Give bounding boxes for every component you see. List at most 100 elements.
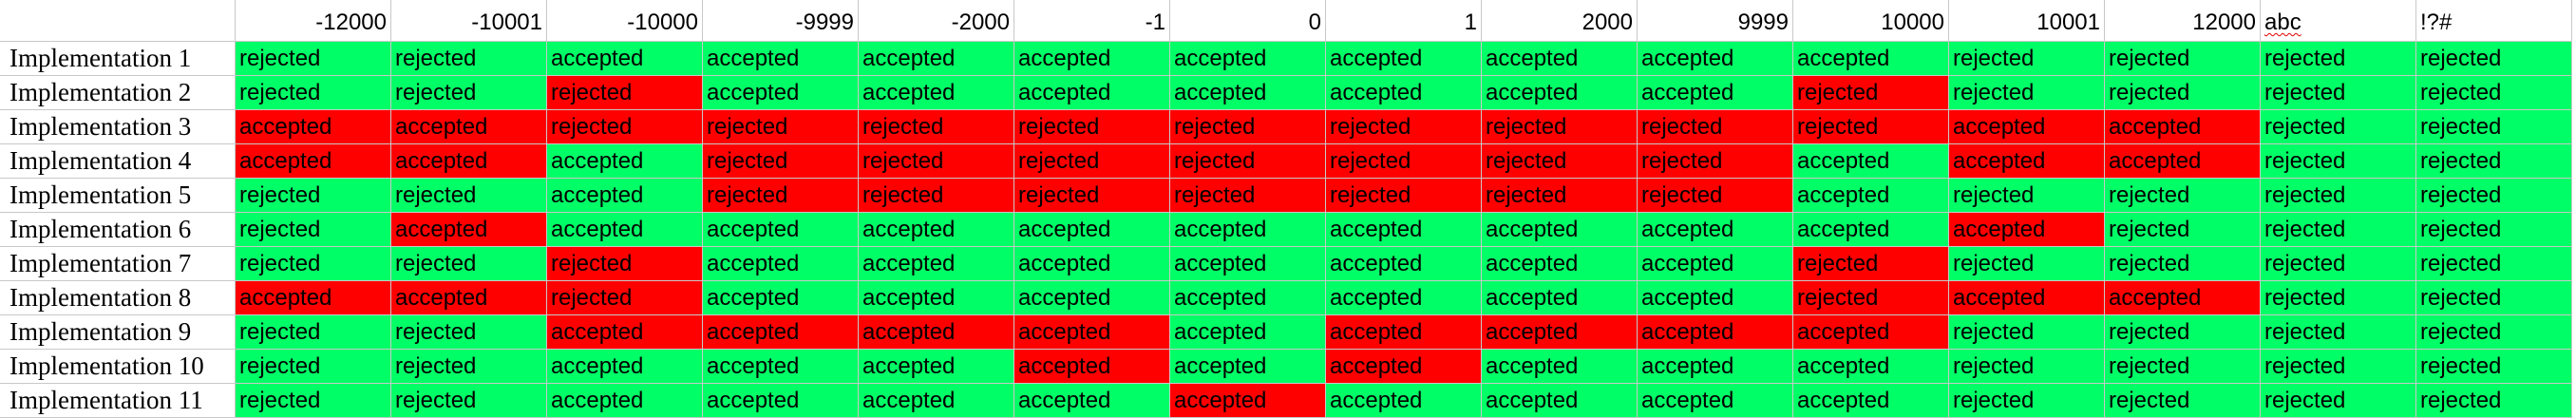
result-cell[interactable]: rejected	[2416, 315, 2572, 350]
row-label-cell[interactable]: Implementation 4	[0, 144, 236, 179]
result-cell[interactable]: accepted	[859, 315, 1014, 350]
result-cell[interactable]: rejected	[2261, 384, 2416, 418]
row-label-cell[interactable]: Implementation 2	[0, 76, 236, 110]
row-label-cell[interactable]: Implementation 3	[0, 110, 236, 144]
result-cell[interactable]: rejected	[2261, 76, 2416, 110]
result-cell[interactable]: rejected	[391, 384, 547, 418]
result-cell[interactable]: rejected	[2261, 350, 2416, 384]
result-cell[interactable]: accepted	[1482, 247, 1638, 281]
result-cell[interactable]: accepted	[391, 281, 547, 315]
result-cell[interactable]: rejected	[2261, 110, 2416, 144]
result-cell[interactable]: accepted	[1638, 76, 1793, 110]
column-header-cell[interactable]: -1	[1014, 0, 1170, 42]
column-header-cell[interactable]: 2000	[1482, 0, 1638, 42]
result-cell[interactable]: rejected	[859, 144, 1014, 179]
result-cell[interactable]: accepted	[1482, 213, 1638, 247]
column-header-cell[interactable]: -10001	[391, 0, 547, 42]
result-cell[interactable]: rejected	[391, 42, 547, 76]
result-cell[interactable]: rejected	[236, 384, 391, 418]
result-cell[interactable]: rejected	[1793, 247, 1949, 281]
result-cell[interactable]: accepted	[391, 144, 547, 179]
column-header-cell[interactable]: abc	[2261, 0, 2416, 42]
result-cell[interactable]: rejected	[2105, 213, 2261, 247]
result-cell[interactable]: accepted	[1326, 384, 1482, 418]
result-cell[interactable]: accepted	[1793, 384, 1949, 418]
column-header-cell[interactable]: !?#	[2416, 0, 2572, 42]
result-cell[interactable]: rejected	[2261, 144, 2416, 179]
result-cell[interactable]: rejected	[1793, 110, 1949, 144]
result-cell[interactable]: rejected	[1949, 76, 2105, 110]
result-cell[interactable]: accepted	[1638, 315, 1793, 350]
result-cell[interactable]: accepted	[1638, 42, 1793, 76]
result-cell[interactable]: rejected	[391, 315, 547, 350]
result-cell[interactable]: rejected	[236, 42, 391, 76]
result-cell[interactable]: accepted	[1014, 315, 1170, 350]
result-cell[interactable]: accepted	[1170, 42, 1326, 76]
result-cell[interactable]: rejected	[2105, 42, 2261, 76]
result-cell[interactable]: accepted	[1170, 213, 1326, 247]
result-cell[interactable]: accepted	[1482, 350, 1638, 384]
result-cell[interactable]: accepted	[1326, 213, 1482, 247]
result-cell[interactable]: accepted	[1638, 384, 1793, 418]
result-cell[interactable]: rejected	[2416, 350, 2572, 384]
result-cell[interactable]: rejected	[1482, 144, 1638, 179]
result-cell[interactable]: accepted	[1793, 350, 1949, 384]
column-header-cell[interactable]: 12000	[2105, 0, 2261, 42]
result-cell[interactable]: rejected	[2416, 42, 2572, 76]
column-header-cell[interactable]: -12000	[236, 0, 391, 42]
result-cell[interactable]: rejected	[1326, 179, 1482, 213]
result-cell[interactable]: accepted	[1793, 144, 1949, 179]
result-cell[interactable]: rejected	[2261, 281, 2416, 315]
result-cell[interactable]: accepted	[703, 384, 859, 418]
result-cell[interactable]: rejected	[1949, 247, 2105, 281]
column-header-cell[interactable]: 10001	[1949, 0, 2105, 42]
result-cell[interactable]: rejected	[2261, 247, 2416, 281]
result-cell[interactable]: rejected	[1949, 384, 2105, 418]
result-cell[interactable]: accepted	[703, 350, 859, 384]
result-cell[interactable]: rejected	[547, 76, 703, 110]
result-cell[interactable]: rejected	[1326, 110, 1482, 144]
result-cell[interactable]: rejected	[703, 110, 859, 144]
result-cell[interactable]: rejected	[236, 247, 391, 281]
result-cell[interactable]: accepted	[1170, 247, 1326, 281]
result-cell[interactable]: rejected	[2261, 315, 2416, 350]
result-cell[interactable]: rejected	[391, 179, 547, 213]
result-cell[interactable]: accepted	[1949, 110, 2105, 144]
result-cell[interactable]: accepted	[859, 42, 1014, 76]
result-cell[interactable]: accepted	[2105, 144, 2261, 179]
result-cell[interactable]: rejected	[1014, 144, 1170, 179]
result-cell[interactable]: accepted	[1482, 42, 1638, 76]
result-cell[interactable]: accepted	[1482, 281, 1638, 315]
result-cell[interactable]: accepted	[1482, 76, 1638, 110]
result-cell[interactable]: rejected	[703, 144, 859, 179]
result-cell[interactable]: accepted	[1793, 179, 1949, 213]
result-cell[interactable]: rejected	[2105, 247, 2261, 281]
result-cell[interactable]: accepted	[236, 281, 391, 315]
result-cell[interactable]: rejected	[391, 247, 547, 281]
result-cell[interactable]: accepted	[236, 110, 391, 144]
result-cell[interactable]: accepted	[1793, 315, 1949, 350]
column-header-cell[interactable]: 1	[1326, 0, 1482, 42]
result-cell[interactable]: rejected	[2261, 179, 2416, 213]
result-cell[interactable]: rejected	[2261, 42, 2416, 76]
result-cell[interactable]: accepted	[1326, 42, 1482, 76]
result-cell[interactable]: rejected	[236, 315, 391, 350]
result-cell[interactable]: rejected	[2105, 315, 2261, 350]
corner-cell[interactable]	[0, 0, 236, 42]
result-cell[interactable]: accepted	[547, 315, 703, 350]
row-label-cell[interactable]: Implementation 1	[0, 42, 236, 76]
result-cell[interactable]: accepted	[1638, 281, 1793, 315]
result-cell[interactable]: accepted	[1482, 384, 1638, 418]
result-cell[interactable]: accepted	[703, 213, 859, 247]
result-cell[interactable]: accepted	[859, 281, 1014, 315]
result-cell[interactable]: rejected	[703, 179, 859, 213]
result-cell[interactable]: accepted	[1014, 76, 1170, 110]
result-cell[interactable]: accepted	[236, 144, 391, 179]
result-cell[interactable]: accepted	[547, 384, 703, 418]
result-cell[interactable]: rejected	[547, 110, 703, 144]
result-cell[interactable]: rejected	[859, 110, 1014, 144]
result-cell[interactable]: accepted	[703, 247, 859, 281]
result-cell[interactable]: accepted	[1793, 213, 1949, 247]
column-header-cell[interactable]: -2000	[859, 0, 1014, 42]
result-cell[interactable]: accepted	[1326, 315, 1482, 350]
